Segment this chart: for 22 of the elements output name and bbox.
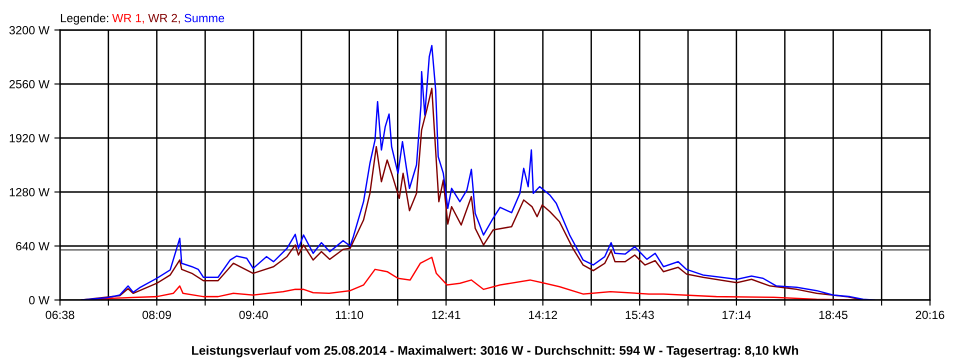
x-tick-label: 17:14 — [722, 310, 751, 319]
x-tick-label: 09:40 — [239, 310, 268, 320]
y-tick-label: 3200 W — [9, 26, 50, 34]
x-tick-label: 11:10 — [336, 310, 364, 320]
text: WR 2, — [148, 14, 180, 24]
line-series — [80, 44, 876, 300]
text: Leistungsverlauf vom 25.08.2014 - Maximalwert: 3016 W - Durchschnitt: 594 W - Tagesertrag: 8,10 kWh — [192, 346, 798, 358]
x-tick-label: 06:38 — [46, 310, 74, 320]
legend-title: Legende: — [60, 14, 108, 25]
y-tick-label: 0 W — [29, 296, 50, 304]
x-tick-label: 15:43 — [626, 310, 654, 320]
y-tick-label: 2560 W — [9, 80, 50, 88]
y-tick-label: 1920 W — [10, 134, 50, 142]
y-tick-label: 640 W — [16, 242, 50, 250]
x-tick-label: 18:45 — [819, 310, 848, 320]
x-tick-label: 14:12 — [528, 310, 558, 319]
x-tick-label: 08:09 — [142, 310, 171, 320]
x-tick-label: 20:16 — [916, 310, 944, 320]
text: WR 1, — [112, 14, 144, 24]
x-tick-label: 12:41 — [432, 310, 460, 319]
y-tick-label: 1280 W — [10, 188, 50, 196]
text: Summe — [184, 14, 224, 22]
